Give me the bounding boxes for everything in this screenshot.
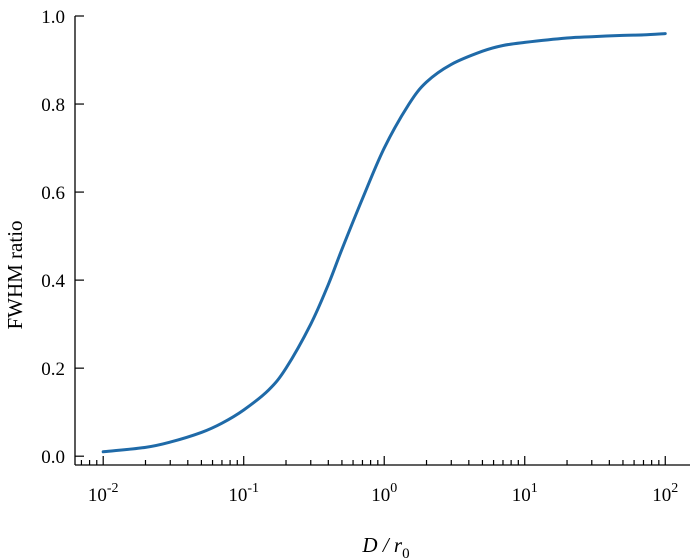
x-tick-label: 10-2 [88,481,119,506]
y-tick-label: 0.0 [41,447,65,468]
y-tick-label: 0.2 [41,359,65,380]
x-axis-label-main: D / r [361,533,403,557]
series-layer [101,32,667,454]
x-axis-label-subscript: 0 [402,546,410,559]
x-tick-label: 102 [652,481,678,506]
y-ticks: 0.0 0.2 0.4 0.6 0.8 1.0 [41,7,84,468]
y-tick-label: 0.4 [41,271,65,292]
y-tick-label: 1.0 [41,7,65,28]
y-tick-label: 0.6 [41,183,65,204]
x-tick-label: 100 [371,481,397,506]
axes [74,16,690,466]
y-axis-label: FWHM ratio [3,220,27,329]
y-tick-label: 0.8 [41,95,65,116]
x-ticks: 10-2 10-1 100 101 102 [80,456,678,506]
x-axis-label: D / r0 [361,533,409,559]
series-line [101,32,667,454]
x-tick-label: 101 [512,481,538,506]
x-tick-label: 10-1 [228,481,259,506]
